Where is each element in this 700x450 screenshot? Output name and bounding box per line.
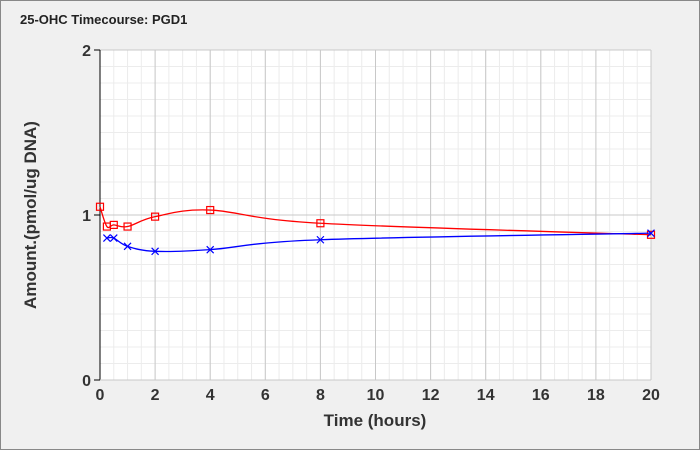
blue-series-point — [151, 247, 160, 256]
x-tick-label: 10 — [367, 387, 385, 404]
x-tick-label: 4 — [206, 387, 215, 404]
chart-title: 25-OHC Timecourse: PGD1 — [20, 12, 187, 27]
x-tick-label: 8 — [316, 387, 325, 404]
x-axis-label: Time (hours) — [324, 411, 427, 430]
red-series-point — [316, 219, 325, 228]
red-series-point — [95, 202, 105, 211]
y-axis-label: Amount.(pmol/ug DNA) — [21, 121, 40, 309]
red-series-point — [123, 222, 132, 231]
red-series-point — [109, 220, 118, 229]
blue-series-point — [109, 234, 118, 243]
blue-series-point — [102, 234, 111, 243]
red-series-point — [206, 205, 215, 215]
blue-series-point — [206, 245, 215, 254]
x-tick-label: 18 — [587, 387, 605, 404]
red-series-point — [151, 212, 160, 221]
y-tick-label: 0 — [82, 373, 91, 390]
red-series-line — [99, 206, 652, 236]
y-tick-label: 1 — [82, 208, 91, 225]
y-tick-label: 2 — [82, 43, 91, 60]
x-tick-label: 12 — [422, 387, 440, 404]
blue-series-point — [123, 242, 132, 251]
blue-series-point — [647, 229, 655, 238]
x-tick-label: 6 — [261, 387, 270, 404]
red-series-point — [646, 230, 656, 239]
x-tick-label: 0 — [96, 387, 105, 404]
x-tick-label: 2 — [151, 387, 160, 404]
x-tick-label: 20 — [642, 387, 660, 404]
x-tick-label: 14 — [477, 387, 495, 404]
x-tick-label: 16 — [532, 387, 550, 404]
blue-series-point — [316, 235, 325, 244]
